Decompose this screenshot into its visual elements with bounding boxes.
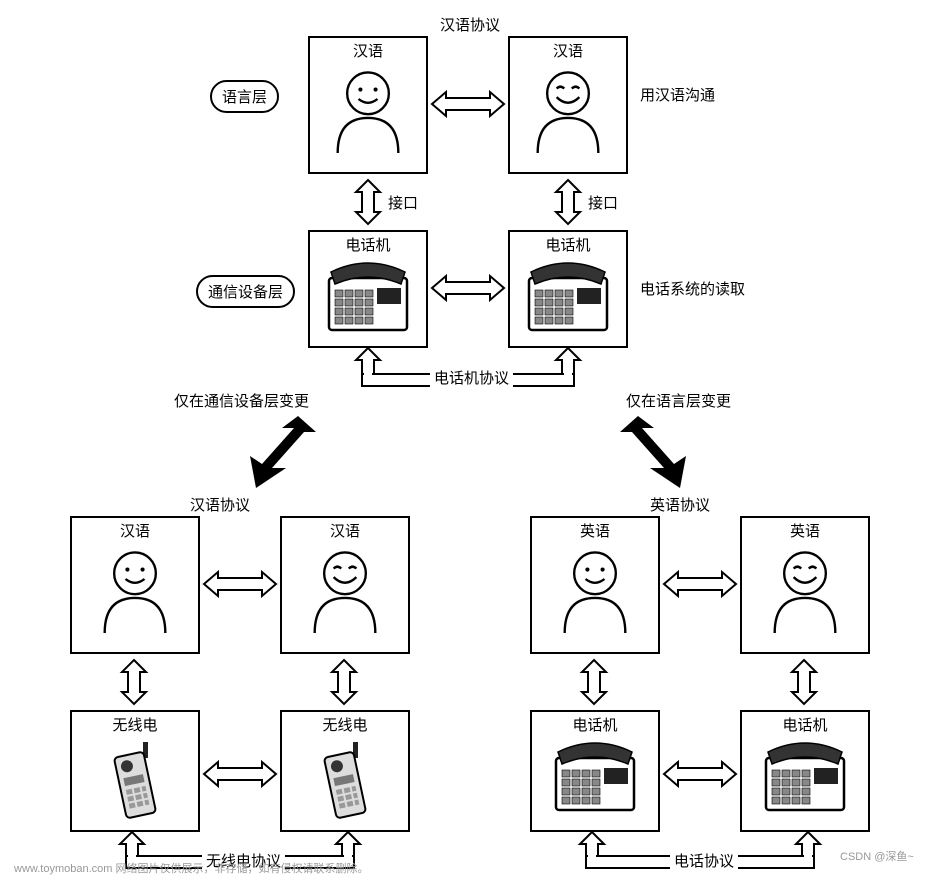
box-bl-tl-title: 汉语 <box>72 518 198 543</box>
bigarrow-left-clean <box>246 412 326 490</box>
box-bl-bl-title: 无线电 <box>72 712 198 737</box>
protocol-diagram: 汉语协议 语言层 通信设备层 用汉语沟通 电话系统的读取 汉语 A 汉语 <box>10 10 928 872</box>
bigarrow-right-clean <box>610 412 690 490</box>
harrow-bl-radios <box>202 758 278 790</box>
box-bl-tr-title: 汉语 <box>282 518 408 543</box>
label-interface-left: 接口 <box>388 192 418 213</box>
person-a2-icon <box>72 543 198 633</box>
top-title: 汉语协议 <box>440 14 500 35</box>
label-right1: 用汉语沟通 <box>640 84 715 105</box>
box-br-tr-title: 英语 <box>742 518 868 543</box>
phone-icon <box>532 737 658 817</box>
person-c2-icon <box>282 543 408 633</box>
box-br-tl: 英语 B <box>530 516 660 654</box>
label-interface-right: 接口 <box>588 192 618 213</box>
harrow-br-people <box>662 568 738 600</box>
phone-icon <box>510 257 626 337</box>
box-top-br: 电话机 <box>508 230 628 348</box>
radio-icon <box>72 737 198 827</box>
varrow-top-left <box>352 178 384 226</box>
box-br-br: 电话机 <box>740 710 870 832</box>
box-top-br-title: 电话机 <box>510 232 626 257</box>
pill-language-layer: 语言层 <box>210 80 279 113</box>
footer-right: CSDN @深鱼~ <box>840 848 914 864</box>
harrow-br-phones <box>662 758 738 790</box>
label-right2: 电话系统的读取 <box>640 278 745 299</box>
label-phone-protocol-2: 电话协议 <box>670 850 738 871</box>
bl-title: 汉语协议 <box>190 494 250 515</box>
box-br-bl: 电话机 <box>530 710 660 832</box>
box-bl-bl: 无线电 <box>70 710 200 832</box>
phone-icon <box>742 737 868 817</box>
pill-device-layer: 通信设备层 <box>196 275 295 308</box>
person-b-icon <box>532 543 658 633</box>
varrow-bl-left <box>118 658 150 706</box>
varrow-top-right <box>552 178 584 226</box>
box-bl-br-title: 无线电 <box>282 712 408 737</box>
box-bl-br: 无线电 <box>280 710 410 832</box>
radio-icon <box>282 737 408 827</box>
box-bl-tr: 汉语 C <box>280 516 410 654</box>
box-top-bl-title: 电话机 <box>310 232 426 257</box>
varrow-br-right <box>788 658 820 706</box>
label-phone-protocol: 电话机协议 <box>430 367 513 388</box>
br-title: 英语协议 <box>650 494 710 515</box>
box-top-tl-title: 汉语 <box>310 38 426 63</box>
box-br-tl-title: 英语 <box>532 518 658 543</box>
person-c-icon <box>510 63 626 153</box>
box-top-tr: 汉语 C <box>508 36 628 174</box>
person-c3-icon <box>742 543 868 633</box>
label-change-right: 仅在语言层变更 <box>626 390 731 411</box>
footer-left: www.toymoban.com 网络图片仅供展示，非存储，如有侵权请联系删除。 <box>14 860 368 876</box>
harrow-top-people <box>430 88 506 120</box>
box-bl-tl: 汉语 A <box>70 516 200 654</box>
phone-icon <box>310 257 426 337</box>
box-br-bl-title: 电话机 <box>532 712 658 737</box>
box-top-tr-title: 汉语 <box>510 38 626 63</box>
person-a-icon <box>310 63 426 153</box>
harrow-bl-people <box>202 568 278 600</box>
label-change-left: 仅在通信设备层变更 <box>174 390 309 411</box>
box-br-tr: 英语 C <box>740 516 870 654</box>
box-top-tl: 汉语 A <box>308 36 428 174</box>
harrow-top-phones <box>430 272 506 304</box>
varrow-br-left <box>578 658 610 706</box>
box-top-bl: 电话机 <box>308 230 428 348</box>
box-br-br-title: 电话机 <box>742 712 868 737</box>
varrow-bl-right <box>328 658 360 706</box>
